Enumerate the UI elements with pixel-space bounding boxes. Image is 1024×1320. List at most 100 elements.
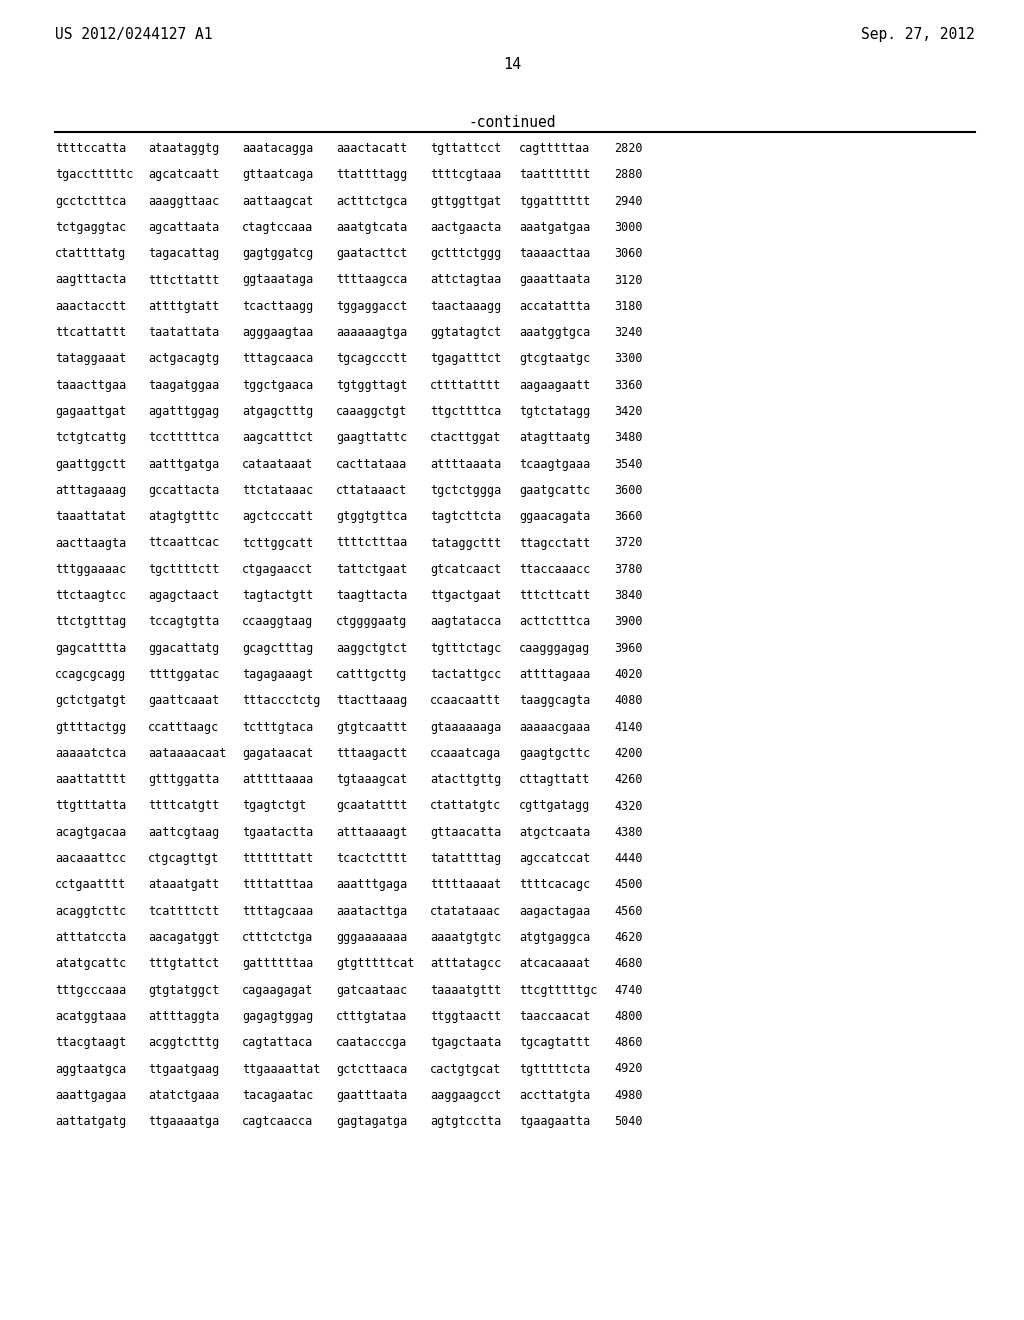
Text: actgacagtg: actgacagtg xyxy=(148,352,219,366)
Text: attttaaata: attttaaata xyxy=(430,458,502,471)
Text: ccagcgcagg: ccagcgcagg xyxy=(55,668,126,681)
Text: aatttgatga: aatttgatga xyxy=(148,458,219,471)
Text: tataggaaat: tataggaaat xyxy=(55,352,126,366)
Text: tataggcttt: tataggcttt xyxy=(430,536,502,549)
Text: taagttacta: taagttacta xyxy=(336,589,408,602)
Text: tctttgtaca: tctttgtaca xyxy=(242,721,313,734)
Text: tagacattag: tagacattag xyxy=(148,247,219,260)
Text: 14: 14 xyxy=(503,57,521,73)
Text: aaatgatgaa: aaatgatgaa xyxy=(519,220,590,234)
Text: aaactacatt: aaactacatt xyxy=(336,143,408,154)
Text: agcatcaatt: agcatcaatt xyxy=(148,168,219,181)
Text: aaatacttga: aaatacttga xyxy=(336,904,408,917)
Text: 5040: 5040 xyxy=(614,1115,642,1129)
Text: tagagaaagt: tagagaaagt xyxy=(242,668,313,681)
Text: tgaagaatta: tgaagaatta xyxy=(519,1115,590,1129)
Text: gtcgtaatgc: gtcgtaatgc xyxy=(519,352,590,366)
Text: ttttaagcca: ttttaagcca xyxy=(336,273,408,286)
Text: US 2012/0244127 A1: US 2012/0244127 A1 xyxy=(55,26,213,42)
Text: cacttataaa: cacttataaa xyxy=(336,458,408,471)
Text: tatattttag: tatattttag xyxy=(430,853,502,865)
Text: tggctgaaca: tggctgaaca xyxy=(242,379,313,392)
Text: aagtttacta: aagtttacta xyxy=(55,273,126,286)
Text: 3660: 3660 xyxy=(614,511,642,523)
Text: gcagctttag: gcagctttag xyxy=(242,642,313,655)
Text: ggtatagtct: ggtatagtct xyxy=(430,326,502,339)
Text: tgaatactta: tgaatactta xyxy=(242,826,313,838)
Text: tgcttttctt: tgcttttctt xyxy=(148,562,219,576)
Text: aaaaatctca: aaaaatctca xyxy=(55,747,126,760)
Text: ttttcacagc: ttttcacagc xyxy=(519,878,590,891)
Text: 4800: 4800 xyxy=(614,1010,642,1023)
Text: tttggaaaac: tttggaaaac xyxy=(55,562,126,576)
Text: aattatgatg: aattatgatg xyxy=(55,1115,126,1129)
Text: 2940: 2940 xyxy=(614,194,642,207)
Text: taactaaagg: taactaaagg xyxy=(430,300,502,313)
Text: gctctgatgt: gctctgatgt xyxy=(55,694,126,708)
Text: atgagctttg: atgagctttg xyxy=(242,405,313,418)
Text: cataataaat: cataataaat xyxy=(242,458,313,471)
Text: tgacctttttc: tgacctttttc xyxy=(55,168,133,181)
Text: taatattata: taatattata xyxy=(148,326,219,339)
Text: caatacccga: caatacccga xyxy=(336,1036,408,1049)
Text: aaaatgtgtc: aaaatgtgtc xyxy=(430,931,502,944)
Text: tgtctatagg: tgtctatagg xyxy=(519,405,590,418)
Text: 4140: 4140 xyxy=(614,721,642,734)
Text: aaatacagga: aaatacagga xyxy=(242,143,313,154)
Text: ataaatgatt: ataaatgatt xyxy=(148,878,219,891)
Text: attctagtaa: attctagtaa xyxy=(430,273,502,286)
Text: tcctttttca: tcctttttca xyxy=(148,432,219,445)
Text: gtgtttttcat: gtgtttttcat xyxy=(336,957,415,970)
Text: atttttaaaa: atttttaaaa xyxy=(242,774,313,787)
Text: 4020: 4020 xyxy=(614,668,642,681)
Text: ttacttaaag: ttacttaaag xyxy=(336,694,408,708)
Text: tactattgcc: tactattgcc xyxy=(430,668,502,681)
Text: 4920: 4920 xyxy=(614,1063,642,1076)
Text: 4980: 4980 xyxy=(614,1089,642,1102)
Text: atttaaaagt: atttaaaagt xyxy=(336,826,408,838)
Text: ccaacaattt: ccaacaattt xyxy=(430,694,502,708)
Text: ctgagaacct: ctgagaacct xyxy=(242,562,313,576)
Text: 4680: 4680 xyxy=(614,957,642,970)
Text: cactgtgcat: cactgtgcat xyxy=(430,1063,502,1076)
Text: 4500: 4500 xyxy=(614,878,642,891)
Text: 3720: 3720 xyxy=(614,536,642,549)
Text: tgagtctgt: tgagtctgt xyxy=(242,800,306,813)
Text: gtaaaaaaga: gtaaaaaaga xyxy=(430,721,502,734)
Text: 4740: 4740 xyxy=(614,983,642,997)
Text: tctgaggtac: tctgaggtac xyxy=(55,220,126,234)
Text: ttcaattcac: ttcaattcac xyxy=(148,536,219,549)
Text: acaggtcttc: acaggtcttc xyxy=(55,904,126,917)
Text: cagaagagat: cagaagagat xyxy=(242,983,313,997)
Text: gaattggctt: gaattggctt xyxy=(55,458,126,471)
Text: taattttttt: taattttttt xyxy=(519,168,590,181)
Text: aacagatggt: aacagatggt xyxy=(148,931,219,944)
Text: atatctgaaa: atatctgaaa xyxy=(148,1089,219,1102)
Text: tagtactgtt: tagtactgtt xyxy=(242,589,313,602)
Text: atgtgaggca: atgtgaggca xyxy=(519,931,590,944)
Text: ggacattatg: ggacattatg xyxy=(148,642,219,655)
Text: atgctcaata: atgctcaata xyxy=(519,826,590,838)
Text: ctttctctga: ctttctctga xyxy=(242,931,313,944)
Text: tgtggttagt: tgtggttagt xyxy=(336,379,408,392)
Text: aattaagcat: aattaagcat xyxy=(242,194,313,207)
Text: tgagctaata: tgagctaata xyxy=(430,1036,502,1049)
Text: atttatagcc: atttatagcc xyxy=(430,957,502,970)
Text: aaactacctt: aaactacctt xyxy=(55,300,126,313)
Text: taaaacttaa: taaaacttaa xyxy=(519,247,590,260)
Text: tcaagtgaaa: tcaagtgaaa xyxy=(519,458,590,471)
Text: ttttagcaaa: ttttagcaaa xyxy=(242,904,313,917)
Text: taaaatgttt: taaaatgttt xyxy=(430,983,502,997)
Text: 4260: 4260 xyxy=(614,774,642,787)
Text: aaaaacgaaa: aaaaacgaaa xyxy=(519,721,590,734)
Text: tgtaaagcat: tgtaaagcat xyxy=(336,774,408,787)
Text: ctacttggat: ctacttggat xyxy=(430,432,502,445)
Text: tcacttaagg: tcacttaagg xyxy=(242,300,313,313)
Text: gctcttaaca: gctcttaaca xyxy=(336,1063,408,1076)
Text: gattttttaa: gattttttaa xyxy=(242,957,313,970)
Text: gttttactgg: gttttactgg xyxy=(55,721,126,734)
Text: tgcagccctt: tgcagccctt xyxy=(336,352,408,366)
Text: gttaacatta: gttaacatta xyxy=(430,826,502,838)
Text: ctttgtataa: ctttgtataa xyxy=(336,1010,408,1023)
Text: 4560: 4560 xyxy=(614,904,642,917)
